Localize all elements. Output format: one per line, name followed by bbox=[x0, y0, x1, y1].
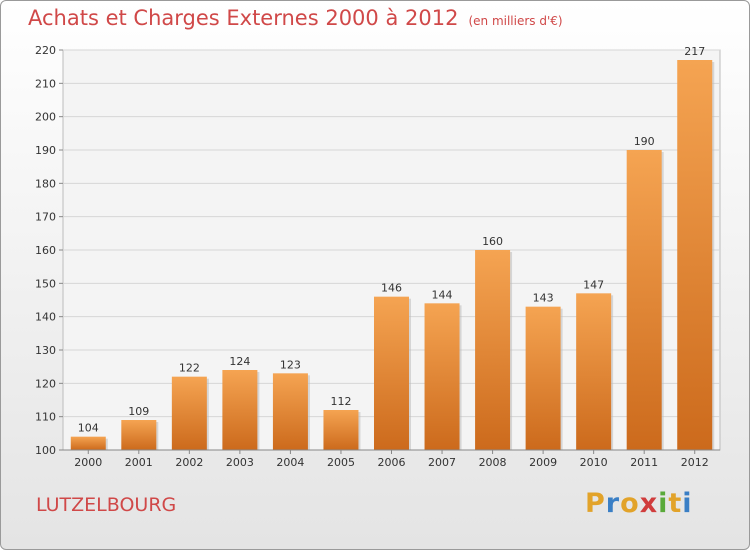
y-tick-label: 200 bbox=[35, 111, 56, 124]
y-tick-label: 150 bbox=[35, 277, 56, 290]
bar-value-label: 190 bbox=[634, 135, 655, 148]
bar bbox=[323, 410, 359, 450]
logo-letter: x bbox=[639, 488, 659, 519]
bar bbox=[626, 150, 662, 450]
y-tick-label: 100 bbox=[35, 444, 56, 457]
bars: 104 109 122 124 123 112 146 144 160 143 147 190 217 bbox=[70, 45, 715, 450]
bar-value-label: 104 bbox=[78, 422, 99, 435]
bar-value-label: 144 bbox=[432, 288, 453, 301]
bar-value-label: 146 bbox=[381, 282, 402, 295]
bar bbox=[222, 370, 258, 450]
bar-value-label: 147 bbox=[583, 278, 604, 291]
bar bbox=[424, 303, 460, 450]
bar bbox=[576, 293, 612, 450]
proxiti-logo: Proxiti bbox=[585, 488, 693, 519]
y-tick-label: 190 bbox=[35, 144, 56, 157]
logo-letter: i bbox=[658, 488, 669, 519]
x-tick-label: 2000 bbox=[74, 456, 102, 469]
bar-value-label: 124 bbox=[229, 355, 250, 368]
title-text: Achats et Charges Externes 2000 à 2012 bbox=[28, 6, 459, 30]
bar bbox=[374, 296, 409, 450]
bar bbox=[171, 376, 207, 450]
logo-letter: o bbox=[620, 488, 640, 519]
y-axis: 100 110 120 130 140 150 160 170 180 190 200 210 220 bbox=[35, 44, 63, 457]
bar bbox=[525, 306, 561, 450]
x-tick-label: 2003 bbox=[226, 456, 254, 469]
y-tick-label: 160 bbox=[35, 244, 56, 257]
x-tick-label: 2005 bbox=[327, 456, 355, 469]
bar-value-label: 109 bbox=[128, 405, 149, 418]
y-tick-label: 130 bbox=[35, 344, 56, 357]
x-axis: 2000 2001 2002 2003 2004 2005 2006 2007 2008 2009… bbox=[63, 449, 720, 469]
y-tick-label: 170 bbox=[35, 211, 56, 224]
y-tick-label: 120 bbox=[35, 377, 56, 390]
unit-label: (en milliers d'€) bbox=[468, 14, 563, 28]
x-tick-label: 2001 bbox=[125, 456, 153, 469]
y-tick-label: 110 bbox=[35, 411, 56, 424]
logo-letter: P bbox=[585, 488, 606, 519]
y-tick-label: 140 bbox=[35, 311, 56, 324]
bar-value-label: 112 bbox=[330, 395, 351, 408]
logo-letter: i bbox=[682, 488, 693, 519]
logo-letter: r bbox=[605, 488, 621, 519]
x-tick-label: 2006 bbox=[378, 456, 406, 469]
bar-value-label: 143 bbox=[533, 292, 554, 305]
bar-value-label: 217 bbox=[684, 45, 705, 58]
chart-title: Achats et Charges Externes 2000 à 2012 (e… bbox=[28, 6, 563, 30]
y-tick-label: 180 bbox=[35, 177, 56, 190]
x-tick-label: 2010 bbox=[580, 456, 608, 469]
x-tick-label: 2002 bbox=[175, 456, 203, 469]
bar bbox=[272, 373, 308, 450]
bar bbox=[121, 420, 157, 450]
bar bbox=[677, 60, 713, 450]
y-tick-label: 220 bbox=[35, 44, 56, 57]
bar-value-label: 123 bbox=[280, 358, 301, 371]
x-tick-label: 2012 bbox=[681, 456, 709, 469]
y-tick-label: 210 bbox=[35, 77, 56, 90]
x-tick-label: 2007 bbox=[428, 456, 456, 469]
x-tick-label: 2009 bbox=[529, 456, 557, 469]
town-name: LUTZELBOURG bbox=[36, 494, 177, 516]
x-tick-label: 2004 bbox=[276, 456, 304, 469]
x-tick-label: 2011 bbox=[630, 456, 658, 469]
bar-value-label: 160 bbox=[482, 235, 503, 248]
x-tick-label: 2008 bbox=[479, 456, 507, 469]
logo-letter: t bbox=[668, 488, 683, 519]
bar-value-label: 122 bbox=[179, 362, 200, 375]
bar bbox=[70, 436, 106, 450]
bar bbox=[475, 250, 511, 450]
